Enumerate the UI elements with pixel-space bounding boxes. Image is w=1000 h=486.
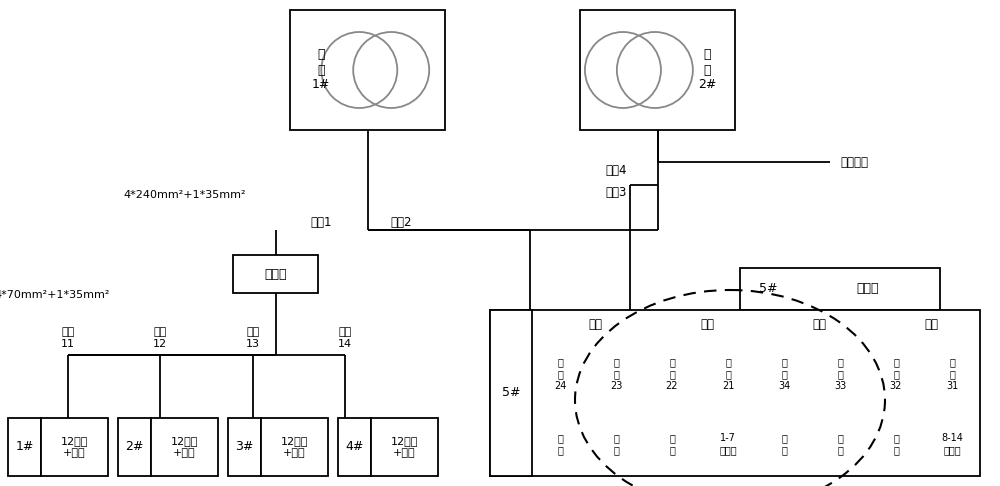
Text: 其
他: 其 他: [781, 434, 787, 455]
Text: 电
梯: 电 梯: [669, 434, 675, 455]
Text: 3#: 3#: [235, 440, 254, 453]
Text: 分支4: 分支4: [605, 163, 626, 176]
Text: 4*240mm²+1*35mm²: 4*240mm²+1*35mm²: [124, 190, 246, 200]
Text: 分
支
32: 分 支 32: [890, 357, 902, 391]
Bar: [151, 418, 218, 476]
Bar: [740, 268, 940, 310]
Bar: [490, 310, 532, 476]
Text: 备用: 备用: [813, 317, 827, 330]
Text: 分支1: 分支1: [310, 215, 332, 228]
Text: 分支箱: 分支箱: [264, 267, 287, 280]
Text: 1-7
层用户: 1-7 层用户: [719, 434, 737, 455]
Text: 分支2: 分支2: [390, 215, 412, 228]
Text: 常用: 常用: [589, 317, 603, 330]
Bar: [371, 418, 438, 476]
Text: 小
区
1#: 小 区 1#: [312, 49, 330, 91]
Bar: [580, 10, 735, 130]
Bar: [228, 418, 261, 476]
Text: 配电间: 配电间: [857, 282, 879, 295]
Bar: [118, 418, 151, 476]
Text: 12用户
+公灯: 12用户 +公灯: [171, 436, 198, 458]
Bar: [338, 418, 371, 476]
Text: 去其他楼: 去其他楼: [840, 156, 868, 169]
Text: 5#: 5#: [759, 282, 777, 295]
Text: 电
梯: 电 梯: [893, 434, 899, 455]
Text: 分支
14: 分支 14: [338, 327, 352, 349]
Bar: [8, 418, 41, 476]
Text: 1#: 1#: [15, 440, 34, 453]
Text: 分
支
22: 分 支 22: [666, 357, 678, 391]
Text: 分支3: 分支3: [605, 186, 626, 198]
Bar: [290, 10, 445, 130]
Text: 其
他: 其 他: [557, 434, 563, 455]
Text: 12用户
+公灯: 12用户 +公灯: [61, 436, 88, 458]
Text: 分
支
23: 分 支 23: [610, 357, 622, 391]
Text: 2#: 2#: [125, 440, 144, 453]
Text: 分
支
31: 分 支 31: [946, 357, 958, 391]
Text: 分
支
34: 分 支 34: [778, 357, 790, 391]
Text: 母线: 母线: [701, 317, 715, 330]
Text: 分
支
24: 分 支 24: [554, 357, 566, 391]
Text: 小
区
2#: 小 区 2#: [698, 49, 716, 91]
Text: 分支
11: 分支 11: [61, 327, 75, 349]
Bar: [261, 418, 328, 476]
Text: 公
灯: 公 灯: [613, 434, 619, 455]
Text: 公
灯: 公 灯: [837, 434, 843, 455]
Text: 12用户
+公灯: 12用户 +公灯: [281, 436, 308, 458]
Text: 4#: 4#: [345, 440, 364, 453]
Text: 母线: 母线: [925, 317, 939, 330]
Text: 8-14
层用户: 8-14 层用户: [941, 434, 963, 455]
Text: 4*70mm²+1*35mm²: 4*70mm²+1*35mm²: [0, 290, 110, 300]
Text: 分支
12: 分支 12: [153, 327, 167, 349]
Bar: [233, 255, 318, 293]
Text: 分支
13: 分支 13: [246, 327, 260, 349]
Text: 分
支
33: 分 支 33: [834, 357, 846, 391]
Text: 分
支
21: 分 支 21: [722, 357, 734, 391]
Text: 5#: 5#: [502, 386, 520, 399]
Bar: [490, 310, 980, 476]
Text: 12用户
+公灯: 12用户 +公灯: [391, 436, 418, 458]
Bar: [41, 418, 108, 476]
